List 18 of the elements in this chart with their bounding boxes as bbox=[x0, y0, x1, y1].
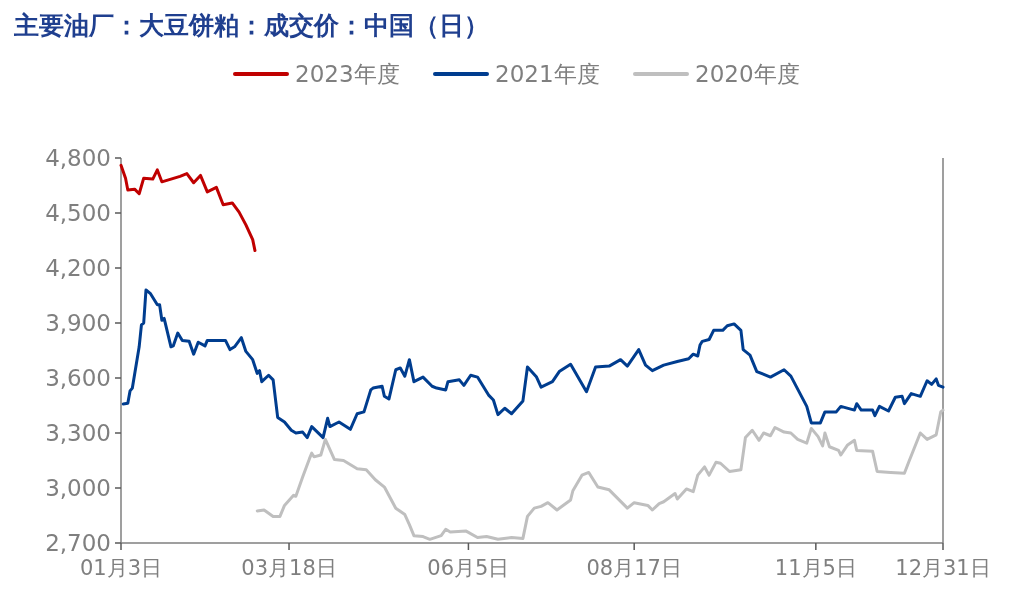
x-tick-label: 08月17日 bbox=[586, 556, 682, 580]
x-tick-label: 01月3日 bbox=[79, 556, 163, 580]
y-tick-label: 2,700 bbox=[45, 530, 111, 556]
x-tick-label: 06月5日 bbox=[427, 556, 510, 580]
title: 主要油厂：大豆饼粕：成交价：中国（日） bbox=[14, 11, 489, 40]
x-tick-label: 03月18日 bbox=[241, 556, 337, 580]
y-tick-label: 3,300 bbox=[45, 420, 111, 446]
y-tick-label: 4,800 bbox=[45, 145, 111, 171]
legend-label: 2023年度 bbox=[295, 61, 400, 87]
y-tick-label: 3,900 bbox=[45, 310, 111, 336]
x-tick-label: 11月5日 bbox=[774, 556, 857, 580]
legend-label: 2020年度 bbox=[695, 61, 800, 87]
y-tick-label: 4,500 bbox=[45, 200, 111, 226]
legend-label: 2021年度 bbox=[495, 61, 600, 87]
y-tick-label: 3,000 bbox=[45, 475, 111, 501]
x-tick-label: 12月31日 bbox=[895, 556, 991, 580]
y-tick-label: 4,200 bbox=[45, 255, 111, 281]
y-tick-label: 3,600 bbox=[45, 365, 111, 391]
